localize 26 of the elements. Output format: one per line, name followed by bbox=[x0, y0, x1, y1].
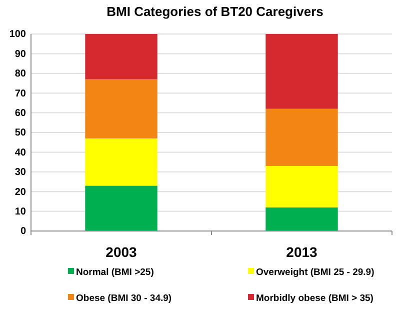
bar bbox=[266, 207, 338, 231]
legend-label: Morbidly obese (BMI > 35) bbox=[256, 293, 374, 304]
legend-label: Overweight (BMI 25 - 29.9) bbox=[256, 267, 374, 278]
y-tick-label: 80 bbox=[14, 68, 26, 80]
y-tick-label: 30 bbox=[14, 167, 26, 178]
y-tick-label: 20 bbox=[14, 186, 26, 198]
bar bbox=[266, 34, 338, 109]
bar bbox=[85, 79, 158, 138]
bar bbox=[266, 166, 338, 208]
bar bbox=[266, 108, 338, 166]
bar bbox=[85, 34, 158, 80]
bar bbox=[85, 138, 158, 186]
legend-label: Obese (BMI 30 - 34.9) bbox=[76, 293, 172, 304]
y-tick-label: 0 bbox=[20, 226, 26, 238]
x-tick-label: 2003 bbox=[106, 244, 138, 260]
x-tick-label: 2013 bbox=[286, 244, 318, 260]
y-tick-label: 60 bbox=[14, 108, 26, 119]
y-tick-label: 50 bbox=[14, 128, 26, 139]
y-tick-label: 10 bbox=[14, 206, 26, 218]
bar bbox=[85, 186, 158, 231]
y-tick-label: 90 bbox=[14, 48, 26, 60]
y-tick-label: 100 bbox=[9, 29, 26, 40]
y-tick-label: 40 bbox=[14, 147, 26, 158]
y-tick-label: 70 bbox=[14, 88, 26, 100]
chart-title: BMI Categories of BT20 Caregivers bbox=[106, 4, 324, 19]
legend-label: Normal (BMI >25) bbox=[76, 267, 154, 278]
